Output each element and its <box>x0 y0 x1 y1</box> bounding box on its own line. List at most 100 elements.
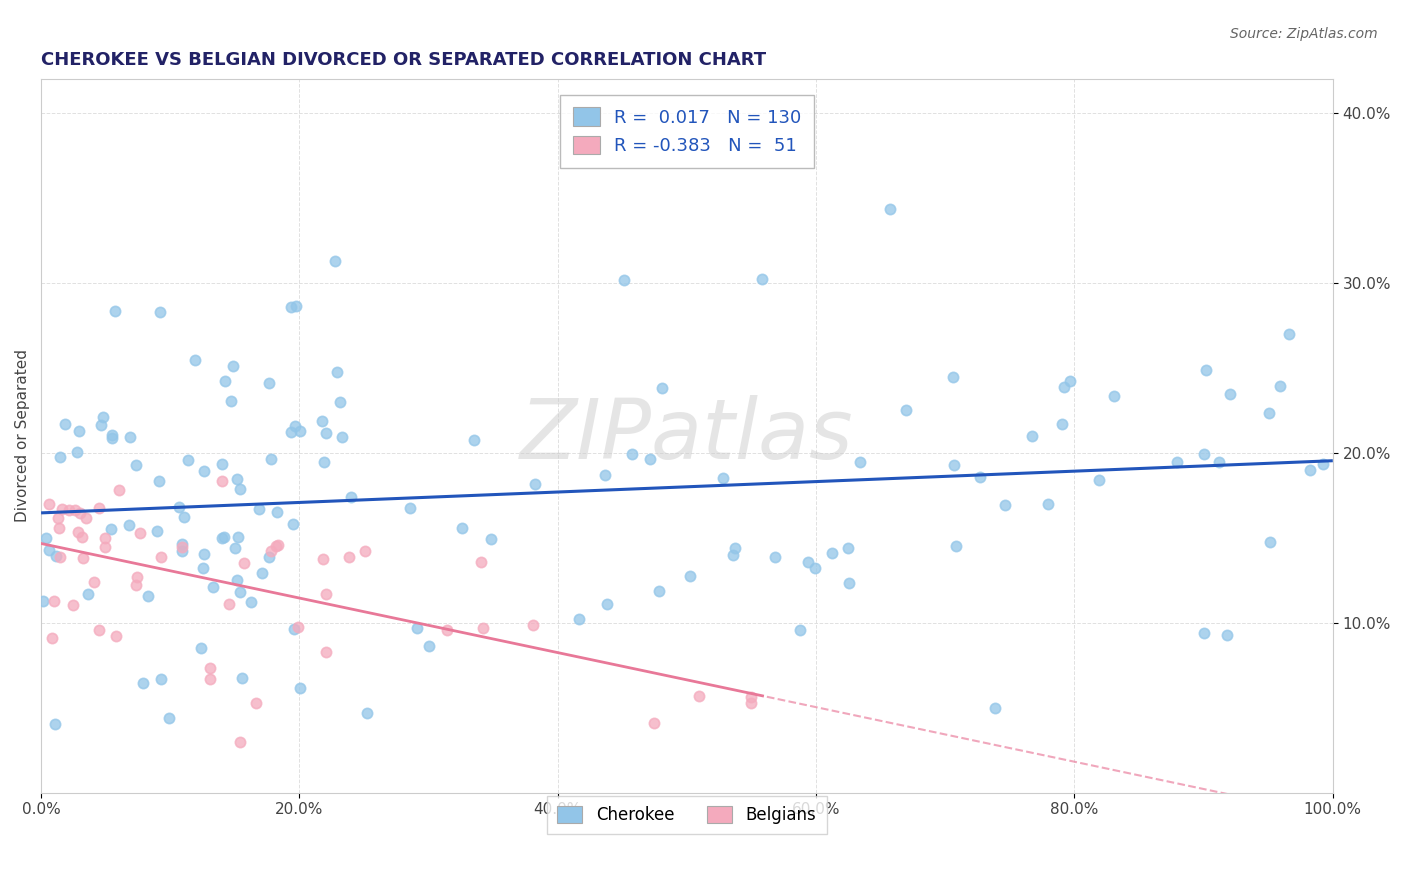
Point <box>100 522 122 536</box>
Point <box>942 458 965 472</box>
Point <box>1312 457 1334 471</box>
Point <box>470 555 492 569</box>
Point <box>89 623 111 637</box>
Point <box>1219 386 1241 401</box>
Point <box>740 690 762 704</box>
Point <box>1216 628 1239 642</box>
Point <box>332 430 354 444</box>
Point <box>212 530 235 544</box>
Point <box>450 521 472 535</box>
Point <box>1258 535 1281 549</box>
Point <box>821 546 844 560</box>
Point <box>67 424 90 438</box>
Point <box>280 425 302 439</box>
Point <box>108 483 131 498</box>
Text: Source: ZipAtlas.com: Source: ZipAtlas.com <box>1230 27 1378 41</box>
Point <box>46 510 69 524</box>
Point <box>260 451 283 466</box>
Point <box>406 621 429 635</box>
Point <box>969 470 991 484</box>
Point <box>70 530 93 544</box>
Point <box>226 530 249 544</box>
Point <box>763 549 786 564</box>
Point <box>418 639 440 653</box>
Point <box>233 556 256 570</box>
Point <box>190 641 212 656</box>
Point <box>315 645 337 659</box>
Point <box>170 540 193 554</box>
Point <box>104 304 127 318</box>
Point <box>713 471 735 485</box>
Point <box>257 376 280 391</box>
Point <box>149 672 172 686</box>
Point <box>229 584 252 599</box>
Point <box>245 696 267 710</box>
Point <box>1021 429 1043 443</box>
Point <box>149 305 172 319</box>
Point <box>226 573 249 587</box>
Point <box>94 540 117 554</box>
Point <box>398 501 420 516</box>
Point <box>838 576 860 591</box>
Text: ZIPatlas: ZIPatlas <box>520 395 853 476</box>
Point <box>172 544 194 558</box>
Point <box>62 598 84 612</box>
Point <box>250 566 273 581</box>
Point <box>240 595 263 609</box>
Point <box>315 586 337 600</box>
Point <box>45 549 67 563</box>
Point <box>723 541 745 555</box>
Point <box>994 498 1017 512</box>
Point <box>173 510 195 524</box>
Point <box>1104 389 1126 403</box>
Point <box>63 503 86 517</box>
Point <box>229 482 252 496</box>
Point <box>688 689 710 703</box>
Point <box>125 458 148 473</box>
Point <box>229 734 252 748</box>
Point <box>202 580 225 594</box>
Point <box>32 594 55 608</box>
Point <box>522 617 544 632</box>
Point <box>284 299 307 313</box>
Point <box>354 544 377 558</box>
Point <box>34 531 56 545</box>
Point <box>879 202 901 216</box>
Point <box>231 672 253 686</box>
Point <box>945 539 967 553</box>
Point <box>67 525 90 540</box>
Point <box>1192 447 1215 461</box>
Point <box>337 550 360 565</box>
Point <box>323 253 346 268</box>
Point <box>281 516 304 531</box>
Point <box>76 587 98 601</box>
Y-axis label: Divorced or Separated: Divorced or Separated <box>15 349 30 522</box>
Point <box>1192 625 1215 640</box>
Point <box>651 381 673 395</box>
Point <box>283 622 305 636</box>
Point <box>315 425 337 440</box>
Point <box>157 711 180 725</box>
Point <box>679 569 702 583</box>
Point <box>58 503 80 517</box>
Point <box>1050 417 1073 431</box>
Point <box>48 549 70 564</box>
Point <box>93 532 115 546</box>
Point <box>49 450 72 464</box>
Point <box>125 569 148 583</box>
Point <box>44 717 66 731</box>
Point <box>120 430 142 444</box>
Point <box>479 532 502 546</box>
Legend: Cherokee, Belgians: Cherokee, Belgians <box>547 797 827 834</box>
Point <box>55 417 77 431</box>
Point <box>177 453 200 467</box>
Point <box>191 560 214 574</box>
Point <box>339 490 361 504</box>
Point <box>837 541 859 555</box>
Point <box>284 419 307 434</box>
Point <box>69 506 91 520</box>
Point <box>225 472 247 486</box>
Point <box>91 410 114 425</box>
Point <box>848 455 870 469</box>
Point <box>51 501 73 516</box>
